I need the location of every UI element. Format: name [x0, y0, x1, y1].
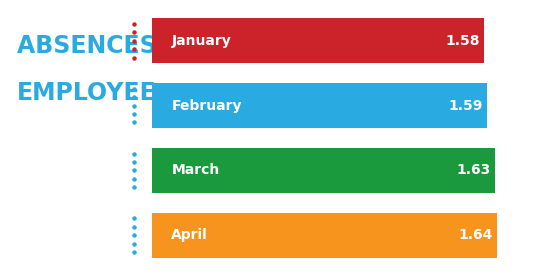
Text: EMPLOYEE: EMPLOYEE	[17, 81, 157, 105]
Text: March: March	[172, 163, 220, 177]
Text: 1.64: 1.64	[458, 228, 493, 242]
Text: ABSENCES PER: ABSENCES PER	[17, 34, 217, 58]
Bar	[152, 148, 495, 193]
Bar	[152, 18, 485, 63]
Text: 1.63: 1.63	[457, 163, 491, 177]
Text: 1.58: 1.58	[446, 34, 480, 48]
Text: April: April	[172, 228, 208, 242]
Bar	[152, 213, 497, 258]
Bar	[152, 83, 487, 128]
Text: January: January	[172, 34, 231, 48]
Text: 1.59: 1.59	[448, 99, 482, 113]
Text: February: February	[172, 99, 242, 113]
